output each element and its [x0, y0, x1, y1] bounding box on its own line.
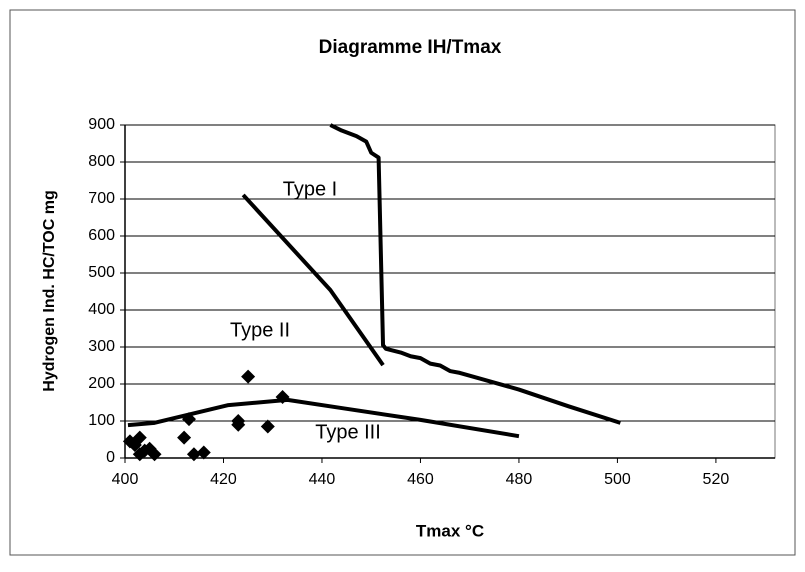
y-tick-label: 300	[88, 338, 115, 355]
y-tick-label: 200	[88, 375, 115, 392]
y-tick-label: 100	[88, 412, 115, 429]
y-tick-label: 900	[88, 116, 115, 133]
x-axis-label: Tmax °C	[416, 521, 484, 540]
y-tick-label: 600	[88, 227, 115, 244]
curve	[127, 397, 520, 439]
annotation: Type I	[283, 178, 337, 200]
x-tick-label: 520	[703, 471, 730, 488]
point	[186, 447, 201, 462]
point	[241, 369, 256, 384]
plot-area	[124, 124, 776, 459]
y-tick-label: 700	[88, 190, 115, 207]
point	[177, 430, 192, 445]
x-tick-label: 500	[604, 471, 631, 488]
annotation: Type II	[230, 319, 290, 341]
curve	[241, 193, 385, 367]
y-tick-label: 500	[88, 264, 115, 281]
point	[196, 445, 211, 460]
x-tick-label: 440	[309, 471, 336, 488]
curve	[329, 123, 621, 425]
point	[231, 417, 246, 432]
x-tick-label: 480	[506, 471, 533, 488]
point	[275, 389, 290, 404]
x-tick-label: 420	[210, 471, 237, 488]
chart-title: Diagramme IH/Tmax	[319, 37, 502, 58]
annotation: Type III	[315, 421, 381, 443]
y-tick-label: 0	[106, 449, 115, 466]
x-tick-label: 460	[407, 471, 434, 488]
y-tick-label: 800	[88, 153, 115, 170]
point	[182, 412, 197, 427]
point	[132, 430, 147, 445]
point	[147, 447, 162, 462]
point	[260, 419, 275, 434]
x-tick-label: 400	[112, 471, 139, 488]
y-axis-label: Hydrogen Ind. HC/TOC mg	[41, 190, 58, 391]
y-tick-label: 400	[88, 301, 115, 318]
